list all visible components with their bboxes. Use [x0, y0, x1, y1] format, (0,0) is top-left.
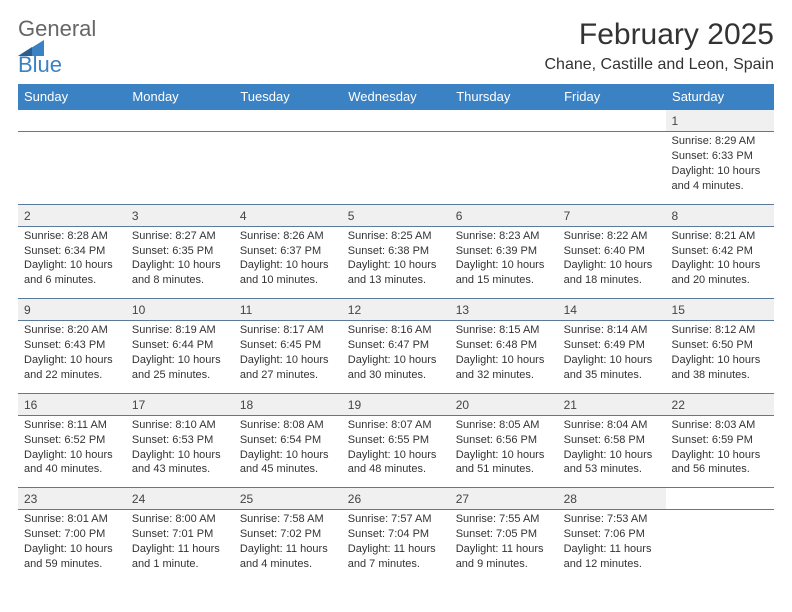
daynum-row: 9101112131415: [18, 299, 774, 321]
day-number: 16: [18, 393, 126, 415]
info-row: Sunrise: 8:20 AM Sunset: 6:43 PM Dayligh…: [18, 321, 774, 393]
day-number: 15: [666, 299, 774, 321]
day-cell: Sunrise: 7:58 AM Sunset: 7:02 PM Dayligh…: [234, 510, 342, 582]
day-cell: Sunrise: 8:11 AM Sunset: 6:52 PM Dayligh…: [18, 415, 126, 487]
day-number: 21: [558, 393, 666, 415]
logo-word-blue: Blue: [18, 54, 96, 76]
day-cell: Sunrise: 8:29 AM Sunset: 6:33 PM Dayligh…: [666, 132, 774, 204]
day-header: Wednesday: [342, 84, 450, 110]
day-number: 6: [450, 204, 558, 226]
day-cell: Sunrise: 7:55 AM Sunset: 7:05 PM Dayligh…: [450, 510, 558, 582]
day-number: 17: [126, 393, 234, 415]
logo-word-general: General: [18, 16, 96, 41]
day-cell: Sunrise: 8:12 AM Sunset: 6:50 PM Dayligh…: [666, 321, 774, 393]
day-header-row: Sunday Monday Tuesday Wednesday Thursday…: [18, 84, 774, 110]
day-number: 13: [450, 299, 558, 321]
day-cell: Sunrise: 8:07 AM Sunset: 6:55 PM Dayligh…: [342, 415, 450, 487]
day-number: 25: [234, 488, 342, 510]
day-cell: Sunrise: 8:00 AM Sunset: 7:01 PM Dayligh…: [126, 510, 234, 582]
page-header: General Blue February 2025 Chane, Castil…: [18, 18, 774, 76]
day-number: [126, 110, 234, 132]
day-number: 2: [18, 204, 126, 226]
day-number: 23: [18, 488, 126, 510]
day-number: 22: [666, 393, 774, 415]
logo: General Blue: [18, 18, 96, 76]
day-number: 8: [666, 204, 774, 226]
info-row: Sunrise: 8:11 AM Sunset: 6:52 PM Dayligh…: [18, 415, 774, 487]
day-header: Tuesday: [234, 84, 342, 110]
day-cell: [234, 132, 342, 204]
daynum-row: 16171819202122: [18, 393, 774, 415]
day-number: 12: [342, 299, 450, 321]
day-cell: Sunrise: 7:53 AM Sunset: 7:06 PM Dayligh…: [558, 510, 666, 582]
day-number: 11: [234, 299, 342, 321]
day-cell: Sunrise: 8:20 AM Sunset: 6:43 PM Dayligh…: [18, 321, 126, 393]
day-cell: [558, 132, 666, 204]
calendar-body: 1Sunrise: 8:29 AM Sunset: 6:33 PM Daylig…: [18, 110, 774, 582]
day-cell: Sunrise: 8:17 AM Sunset: 6:45 PM Dayligh…: [234, 321, 342, 393]
day-number: 5: [342, 204, 450, 226]
day-number: 10: [126, 299, 234, 321]
day-cell: Sunrise: 8:10 AM Sunset: 6:53 PM Dayligh…: [126, 415, 234, 487]
day-cell: Sunrise: 8:05 AM Sunset: 6:56 PM Dayligh…: [450, 415, 558, 487]
day-header: Monday: [126, 84, 234, 110]
day-number: 19: [342, 393, 450, 415]
day-number: 20: [450, 393, 558, 415]
daynum-row: 232425262728: [18, 488, 774, 510]
day-cell: Sunrise: 8:16 AM Sunset: 6:47 PM Dayligh…: [342, 321, 450, 393]
daynum-row: 2345678: [18, 204, 774, 226]
day-number: [342, 110, 450, 132]
day-cell: Sunrise: 8:14 AM Sunset: 6:49 PM Dayligh…: [558, 321, 666, 393]
day-number: 28: [558, 488, 666, 510]
day-cell: Sunrise: 8:19 AM Sunset: 6:44 PM Dayligh…: [126, 321, 234, 393]
title-block: February 2025 Chane, Castille and Leon, …: [545, 18, 775, 74]
day-number: 3: [126, 204, 234, 226]
day-cell: [450, 132, 558, 204]
day-cell: [666, 510, 774, 582]
daynum-row: 1: [18, 110, 774, 132]
day-cell: Sunrise: 8:03 AM Sunset: 6:59 PM Dayligh…: [666, 415, 774, 487]
day-number: [18, 110, 126, 132]
day-cell: Sunrise: 8:23 AM Sunset: 6:39 PM Dayligh…: [450, 226, 558, 298]
day-number: 14: [558, 299, 666, 321]
day-cell: [342, 132, 450, 204]
day-header: Friday: [558, 84, 666, 110]
location-subtitle: Chane, Castille and Leon, Spain: [545, 56, 775, 74]
day-cell: Sunrise: 8:25 AM Sunset: 6:38 PM Dayligh…: [342, 226, 450, 298]
day-header: Sunday: [18, 84, 126, 110]
calendar-table: Sunday Monday Tuesday Wednesday Thursday…: [18, 84, 774, 582]
day-cell: Sunrise: 8:26 AM Sunset: 6:37 PM Dayligh…: [234, 226, 342, 298]
day-number: [450, 110, 558, 132]
day-number: 27: [450, 488, 558, 510]
day-cell: Sunrise: 8:08 AM Sunset: 6:54 PM Dayligh…: [234, 415, 342, 487]
day-number: 1: [666, 110, 774, 132]
day-cell: [126, 132, 234, 204]
day-number: 26: [342, 488, 450, 510]
day-number: 24: [126, 488, 234, 510]
logo-text: General Blue: [18, 18, 96, 76]
day-number: [234, 110, 342, 132]
day-cell: Sunrise: 8:01 AM Sunset: 7:00 PM Dayligh…: [18, 510, 126, 582]
day-cell: Sunrise: 7:57 AM Sunset: 7:04 PM Dayligh…: [342, 510, 450, 582]
day-header: Thursday: [450, 84, 558, 110]
day-header: Saturday: [666, 84, 774, 110]
day-cell: Sunrise: 8:04 AM Sunset: 6:58 PM Dayligh…: [558, 415, 666, 487]
day-cell: Sunrise: 8:15 AM Sunset: 6:48 PM Dayligh…: [450, 321, 558, 393]
info-row: Sunrise: 8:28 AM Sunset: 6:34 PM Dayligh…: [18, 226, 774, 298]
day-cell: Sunrise: 8:27 AM Sunset: 6:35 PM Dayligh…: [126, 226, 234, 298]
day-cell: Sunrise: 8:28 AM Sunset: 6:34 PM Dayligh…: [18, 226, 126, 298]
day-number: [666, 488, 774, 510]
info-row: Sunrise: 8:01 AM Sunset: 7:00 PM Dayligh…: [18, 510, 774, 582]
day-number: 7: [558, 204, 666, 226]
month-title: February 2025: [545, 18, 775, 52]
day-cell: Sunrise: 8:21 AM Sunset: 6:42 PM Dayligh…: [666, 226, 774, 298]
day-number: [558, 110, 666, 132]
day-cell: Sunrise: 8:22 AM Sunset: 6:40 PM Dayligh…: [558, 226, 666, 298]
day-number: 18: [234, 393, 342, 415]
day-number: 9: [18, 299, 126, 321]
info-row: Sunrise: 8:29 AM Sunset: 6:33 PM Dayligh…: [18, 132, 774, 204]
day-number: 4: [234, 204, 342, 226]
day-cell: [18, 132, 126, 204]
